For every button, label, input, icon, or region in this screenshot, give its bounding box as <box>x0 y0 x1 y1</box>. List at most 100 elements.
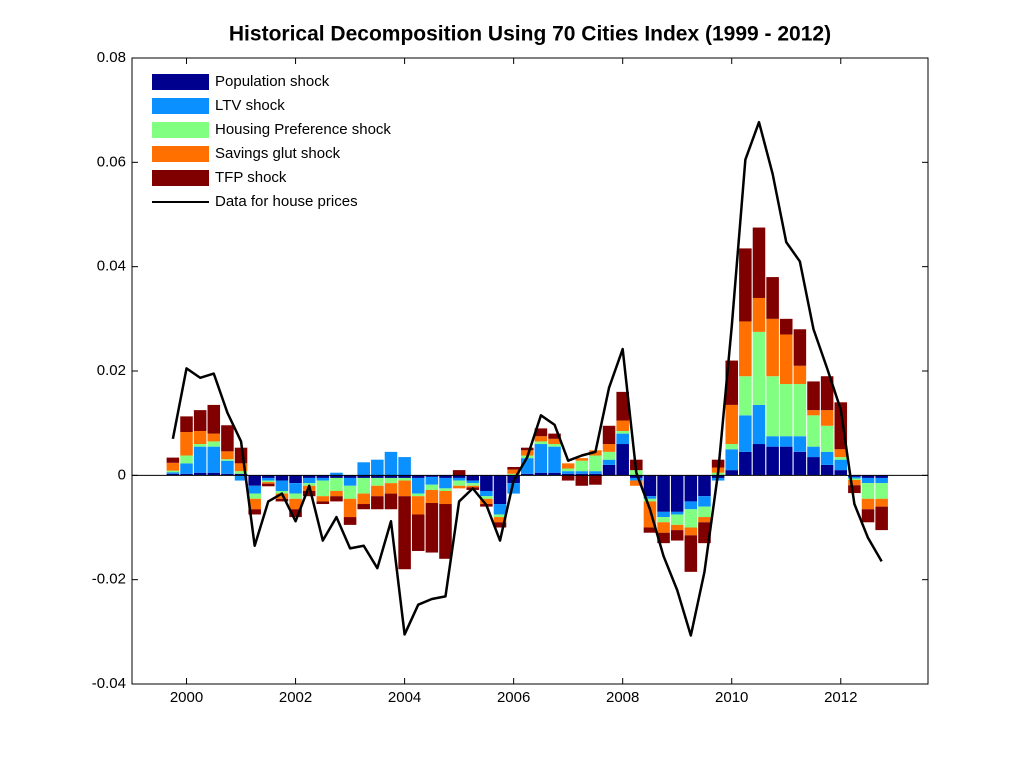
bar-segment <box>521 450 534 456</box>
legend-label: TFP shock <box>215 169 287 186</box>
x-tick-label: 2006 <box>497 689 530 706</box>
bar-segment <box>439 504 452 559</box>
y-tick-label: 0 <box>118 466 126 483</box>
bar-segment <box>357 475 370 478</box>
bar-segment <box>752 444 766 476</box>
y-tick-label: 0.08 <box>97 49 126 66</box>
bar-segment <box>820 425 834 452</box>
bar-segment <box>193 430 207 445</box>
bar-segment <box>452 475 466 478</box>
bar-segment <box>670 524 684 531</box>
bar-segment <box>302 483 316 486</box>
bar-segment <box>425 489 439 503</box>
bar-segment <box>779 384 793 437</box>
bar-segment <box>248 498 261 510</box>
bar-segment <box>561 475 575 481</box>
bar-segment <box>875 483 888 499</box>
bar-segment <box>248 509 261 515</box>
bar-segment <box>262 477 275 481</box>
bar-segment <box>739 376 752 416</box>
bar-segment <box>234 463 248 472</box>
bar-segment <box>725 404 738 445</box>
bar-segment <box>698 506 711 518</box>
bar-segment <box>684 527 698 536</box>
bar-segment <box>766 436 779 447</box>
bar-segment <box>466 480 480 484</box>
bar-segment <box>384 475 398 478</box>
bar-segment <box>452 480 466 486</box>
bar-segment <box>861 498 875 510</box>
bar-segment <box>534 428 548 437</box>
bar-segment <box>207 472 221 476</box>
bar-segment <box>548 446 561 473</box>
bar-segment <box>330 490 343 497</box>
bar-segment <box>166 462 180 471</box>
bar-segment <box>180 455 193 464</box>
bar-segment <box>589 455 602 472</box>
bar-segment <box>221 459 234 461</box>
bar-segment <box>343 475 357 478</box>
bar-segment <box>766 277 779 319</box>
bar-segment <box>807 457 820 476</box>
bar-segment <box>480 496 493 499</box>
bar-segment <box>466 485 480 488</box>
bar-segment <box>493 475 507 505</box>
legend-label: LTV shock <box>215 97 285 114</box>
bar-segment <box>411 477 425 494</box>
bar-segment <box>234 475 248 481</box>
y-tick-label: 0.04 <box>97 258 126 275</box>
legend-label: Data for house prices <box>215 193 358 210</box>
bar-segment <box>398 477 411 481</box>
bar-segment <box>534 444 548 473</box>
legend-swatch <box>152 98 209 114</box>
bar-segment <box>657 532 670 544</box>
bar-segment <box>561 473 575 476</box>
bar-segment <box>684 535 698 572</box>
bar-segment <box>357 477 370 494</box>
bar-segment <box>698 496 711 507</box>
bar-segment <box>766 318 779 377</box>
legend-swatch <box>152 122 209 138</box>
bar-segment <box>657 522 670 533</box>
bar-segment <box>834 457 848 460</box>
bar-segment <box>371 485 384 497</box>
bar-segment <box>398 457 411 476</box>
bar-segment <box>221 451 234 460</box>
bar-segment <box>234 471 248 474</box>
bar-segment <box>575 471 589 474</box>
bar-segment <box>752 404 766 445</box>
bar-segment <box>425 502 439 553</box>
legend-label: Savings glut shock <box>215 145 341 162</box>
bar-segment <box>193 410 207 431</box>
bar-segment <box>371 459 384 476</box>
bar-segment <box>371 477 384 486</box>
bar-segment <box>616 420 629 431</box>
bar-segment <box>698 475 711 497</box>
x-tick-label: 2012 <box>824 689 857 706</box>
bar-segment <box>779 436 793 447</box>
bar-segment <box>166 457 180 463</box>
bar-segment <box>807 415 820 447</box>
bar-segment <box>343 477 357 486</box>
bar-segment <box>466 475 480 481</box>
bar-segment <box>221 473 234 476</box>
bar-segment <box>861 477 875 484</box>
bar-segment <box>275 480 289 491</box>
legend-swatch <box>152 74 209 90</box>
bar-segment <box>752 331 766 405</box>
legend-label: Housing Preference shock <box>215 121 391 138</box>
bar-segment <box>848 480 861 486</box>
bar-segment <box>602 464 616 476</box>
bar-segment <box>643 527 657 533</box>
y-tick-label: -0.02 <box>92 571 126 588</box>
bar-segment <box>316 477 330 481</box>
bar-segment <box>575 458 589 461</box>
bar-segment <box>330 477 343 491</box>
legend-label: Population shock <box>215 73 330 90</box>
bar-segment <box>534 441 548 445</box>
bar-segment <box>507 473 520 476</box>
bar-segment <box>575 475 589 486</box>
bar-segment <box>330 472 343 476</box>
